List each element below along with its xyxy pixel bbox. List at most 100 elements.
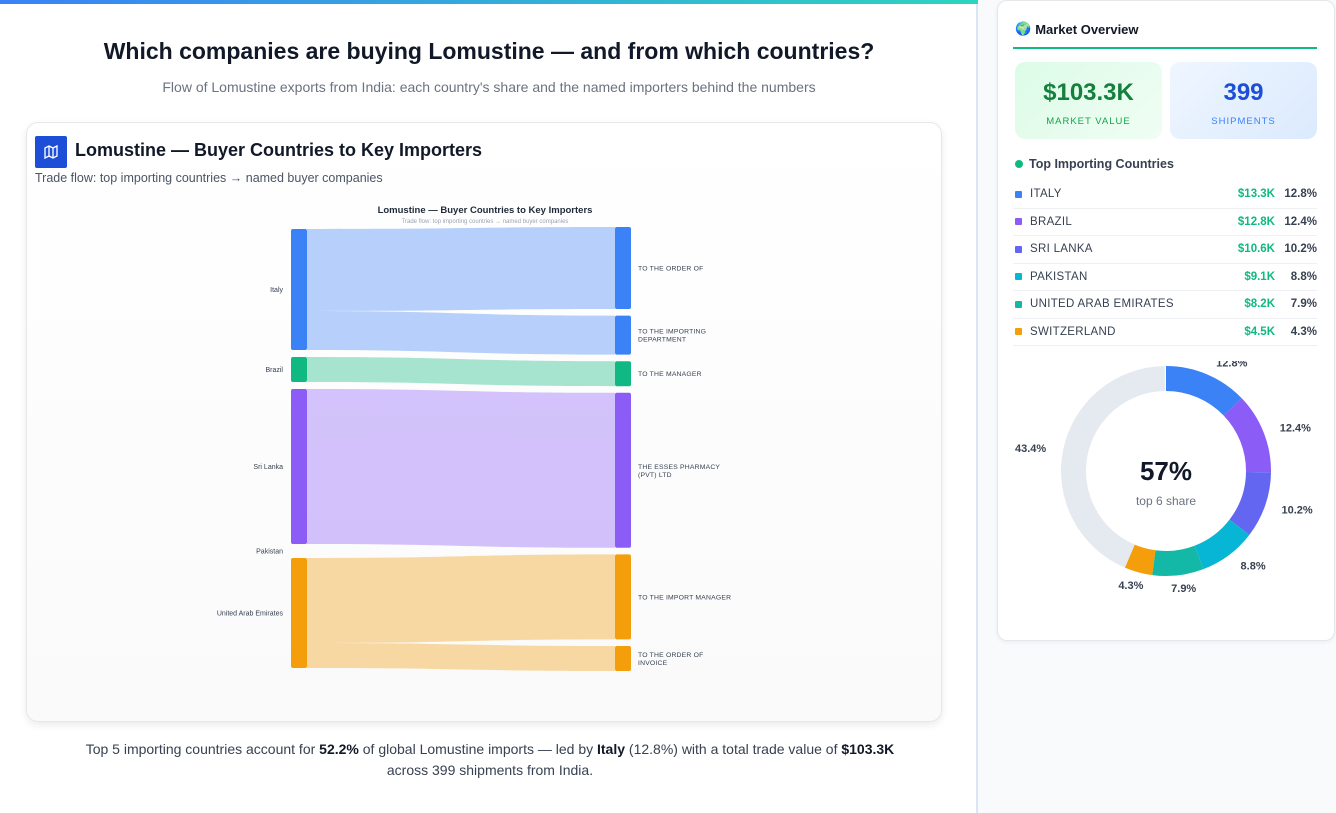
shipments-value: 399 bbox=[1223, 79, 1264, 106]
sankey-target-node[interactable] bbox=[615, 554, 631, 640]
sankey-source-label: Pakistan bbox=[256, 549, 283, 556]
country-value: $9.1K bbox=[1244, 270, 1275, 283]
summary-text: Top 5 importing countries account for 52… bbox=[40, 739, 940, 781]
country-value: $4.5K bbox=[1244, 325, 1275, 338]
sankey-target-node[interactable] bbox=[615, 227, 631, 309]
donut-segment[interactable] bbox=[1166, 366, 1242, 416]
sankey-link[interactable] bbox=[307, 311, 615, 355]
country-name: SWITZERLAND bbox=[1030, 325, 1116, 338]
sankey-link[interactable] bbox=[307, 643, 615, 671]
donut-segment[interactable] bbox=[1229, 472, 1271, 535]
country-pct: 12.4% bbox=[1284, 215, 1317, 228]
summary-mid: of global Lomustine imports — led by bbox=[358, 741, 597, 757]
donut-label: 10.2% bbox=[1282, 505, 1313, 517]
donut-label: 4.3% bbox=[1118, 580, 1143, 592]
sankey-link[interactable] bbox=[307, 227, 615, 311]
dot-icon bbox=[1015, 160, 1023, 168]
country-pct: 12.8% bbox=[1284, 188, 1317, 201]
market-value: $103.3K bbox=[1043, 79, 1134, 106]
sankey-source-label: Italy bbox=[270, 287, 283, 294]
country-value: $8.2K bbox=[1244, 298, 1275, 311]
market-overview-panel: 🌍 Market Overview $103.3K MARKET VALUE 399… bbox=[997, 0, 1335, 641]
globe-icon: 🌍 bbox=[1015, 21, 1032, 36]
donut-segment[interactable] bbox=[1223, 398, 1271, 473]
shipments-label: SHIPMENTS bbox=[1211, 116, 1276, 127]
page-title: Which companies are buying Lomustine — a… bbox=[103, 38, 875, 64]
sankey-target-label: TO THE IMPORT MANAGER bbox=[638, 594, 731, 601]
country-pct: 10.2% bbox=[1284, 243, 1317, 256]
share-donut-chart: 12.8% 12.4% 10.2% 8.8% 7.9% 4.3% 43.4% 57% top 6… bbox=[1015, 361, 1313, 595]
country-row: UNITED ARAB EMIRATES $8.2K 7.9% bbox=[1013, 291, 1317, 319]
shipments-kpi: 399 SHIPMENTS bbox=[1170, 62, 1317, 139]
country-value: $13.3K bbox=[1237, 188, 1275, 201]
sankey-chart: Lomustine — Buyer Countries to Key Impor… bbox=[217, 205, 731, 671]
donut-segment[interactable] bbox=[1124, 544, 1156, 576]
sankey-target-node[interactable] bbox=[615, 646, 631, 671]
donut-segment[interactable] bbox=[1152, 545, 1204, 576]
map-icon bbox=[35, 136, 67, 168]
country-row: PAKISTAN $9.1K 8.8% bbox=[1013, 264, 1317, 291]
country-name: SRI LANKA bbox=[1030, 243, 1093, 256]
donut-label: 7.9% bbox=[1171, 583, 1196, 595]
legend-swatch bbox=[1015, 328, 1022, 336]
market-overview-title: Market Overview bbox=[1035, 21, 1139, 37]
card-subtitle: Trade flow: top importing countries → na… bbox=[35, 171, 383, 185]
country-row: SWITZERLAND $4.5K 4.3% bbox=[1013, 319, 1317, 346]
sankey-source-node[interactable] bbox=[291, 389, 307, 544]
sankey-source-node[interactable] bbox=[291, 558, 307, 668]
legend-swatch bbox=[1015, 273, 1022, 281]
market-overview-header: 🌍 Market Overview bbox=[1015, 21, 1139, 37]
sankey-title: Lomustine — Buyer Countries to Key Impor… bbox=[378, 205, 593, 216]
country-row: SRI LANKA $10.6K 10.2% bbox=[1013, 236, 1317, 264]
summary-total: $103.3K bbox=[841, 741, 895, 757]
sankey-target-node[interactable] bbox=[615, 361, 631, 387]
legend-swatch bbox=[1015, 300, 1022, 308]
sankey-target-label: THE ESSES PHARMACY (PVT) LTD bbox=[638, 464, 720, 479]
country-pct: 8.8% bbox=[1290, 270, 1317, 283]
sankey-target-label: TO THE ORDER OF INVOICE bbox=[638, 652, 703, 667]
sankey-source-node[interactable] bbox=[291, 229, 307, 350]
legend-swatch bbox=[1015, 218, 1022, 226]
sankey-target-label: TO THE MANAGER bbox=[638, 371, 702, 378]
summary-leader: Italy bbox=[597, 741, 626, 757]
sankey-target-node[interactable] bbox=[615, 392, 631, 548]
country-name: ITALY bbox=[1030, 188, 1062, 201]
sankey-source-label: Sri Lanka bbox=[253, 464, 283, 471]
donut-label: 43.4% bbox=[1015, 443, 1046, 455]
sankey-card: Lomustine — Buyer Countries to Key Impor… bbox=[26, 122, 942, 722]
country-list: ITALY $13.3K 12.8% BRAZIL $12.8K 12.4% SRI LAN… bbox=[1013, 181, 1317, 346]
sankey-link[interactable] bbox=[307, 554, 615, 643]
accent-bar bbox=[0, 0, 978, 4]
sankey-source-label: Brazil bbox=[265, 367, 283, 374]
donut-label: 12.4% bbox=[1280, 423, 1311, 435]
sankey-link[interactable] bbox=[307, 389, 615, 548]
country-pct: 7.9% bbox=[1290, 298, 1317, 311]
legend-swatch bbox=[1015, 190, 1022, 198]
sankey-link[interactable] bbox=[307, 357, 615, 387]
summary-pre: Top 5 importing countries account for bbox=[85, 741, 320, 757]
donut-segment[interactable] bbox=[1061, 366, 1165, 568]
sankey-target-label: TO THE IMPORTING DEPARTMENT bbox=[638, 329, 706, 344]
donut-label: 12.8% bbox=[1216, 361, 1247, 369]
summary-share: 52.2% bbox=[319, 741, 359, 757]
country-name: PAKISTAN bbox=[1030, 270, 1088, 283]
donut-label: 8.8% bbox=[1241, 561, 1266, 573]
country-value: $10.6K bbox=[1237, 243, 1275, 256]
legend-swatch bbox=[1015, 245, 1022, 253]
donut-segment[interactable] bbox=[1194, 519, 1250, 570]
top-countries-heading: Top Importing Countries bbox=[1015, 157, 1174, 171]
divider bbox=[1013, 47, 1317, 49]
donut-center-value: 57% bbox=[1140, 456, 1192, 486]
page-subtitle: Flow of Lomustine exports from India: ea… bbox=[162, 79, 816, 95]
top-countries-title: Top Importing Countries bbox=[1029, 157, 1174, 171]
summary-leader-pct: (12.8%) with a total trade value of bbox=[625, 741, 842, 757]
market-value-kpi: $103.3K MARKET VALUE bbox=[1015, 62, 1162, 139]
country-row: ITALY $13.3K 12.8% bbox=[1013, 181, 1317, 209]
sankey-source-node[interactable] bbox=[291, 357, 307, 382]
market-value-label: MARKET VALUE bbox=[1046, 116, 1131, 127]
sankey-target-node[interactable] bbox=[615, 315, 631, 355]
country-pct: 4.3% bbox=[1290, 325, 1317, 338]
country-name: BRAZIL bbox=[1030, 215, 1073, 228]
sankey-source-label: United Arab Emirates bbox=[217, 611, 284, 618]
card-title: Lomustine — Buyer Countries to Key Impor… bbox=[75, 140, 483, 160]
